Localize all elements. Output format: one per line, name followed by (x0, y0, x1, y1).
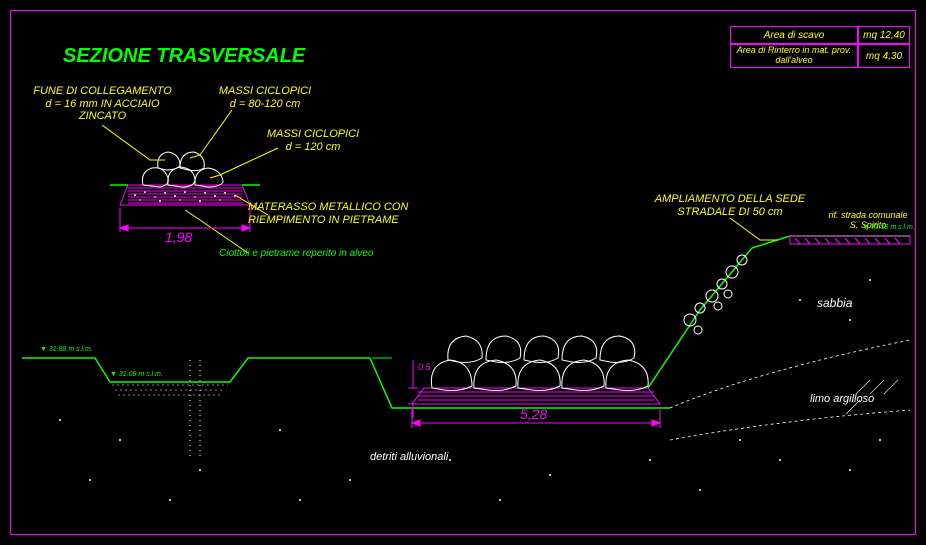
callout-massi-small: MASSI CICLOPICI d = 80-120 cm (205, 85, 325, 110)
dim-detail-width: 1,98 (165, 229, 192, 245)
dim-main-width: 5,28 (520, 406, 547, 422)
elev-base-left: ▼ 31.08 m s.l.m. (110, 371, 163, 379)
callout-materasso: MATERASSO METALLICO CON RIEMPIMENTO IN P… (248, 201, 443, 226)
callout-massi-big: MASSI CICLOPICI d = 120 cm (258, 128, 368, 153)
callout-ampliamento: AMPLIAMENTO DELLA SEDE STRADALE DI 50 cm (635, 193, 825, 218)
drawing-geometry (0, 0, 926, 545)
callout-ciottoli: Ciottoli e pietrame reperito in alveo (219, 248, 419, 260)
dim-small-h: 0.5 (418, 362, 431, 372)
elev-left: ▼ 31.88 m s.l.m. (40, 346, 93, 354)
label-limo: limo argilloso (810, 393, 874, 406)
callout-fune: FUNE DI COLLEGAMENTO d = 16 mm IN ACCIAI… (20, 85, 185, 123)
drawing-canvas: SEZIONE TRASVERSALE Area di scavo mq 12,… (0, 0, 926, 545)
label-detriti: detriti alluvionali (370, 451, 448, 464)
elev-base-right: ▼ 31.13 m s.l.m. (862, 224, 915, 232)
label-sabbia: sabbia (817, 297, 852, 311)
